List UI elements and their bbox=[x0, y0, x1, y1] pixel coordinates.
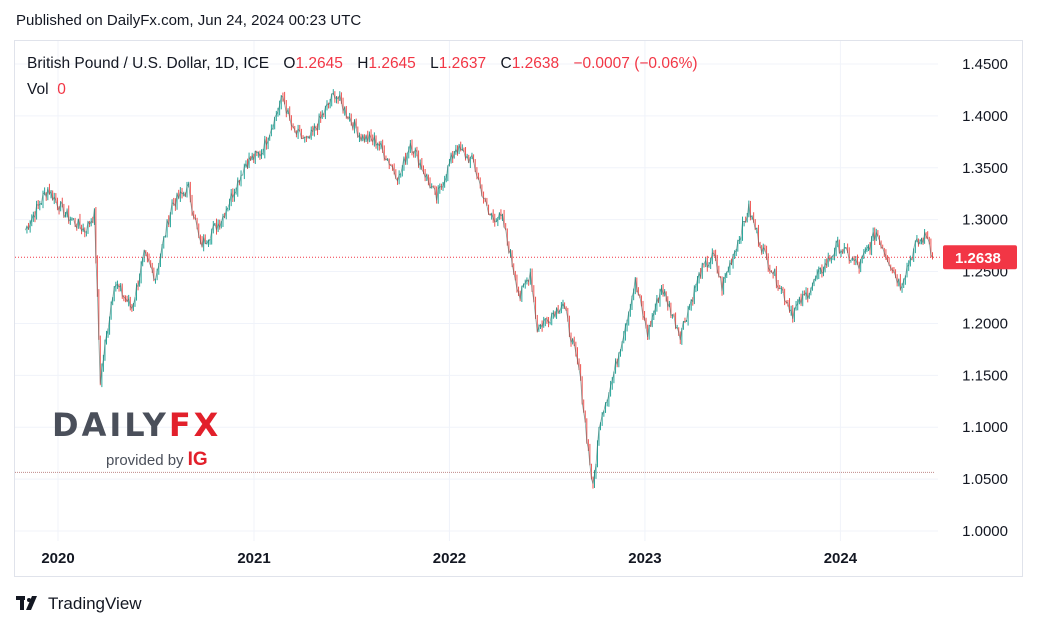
chart-frame bbox=[14, 40, 1023, 577]
low-value: 1.2637 bbox=[438, 55, 487, 72]
price-series-line bbox=[24, 92, 933, 485]
ig-logo: IG bbox=[187, 449, 208, 470]
tradingview-logo-icon bbox=[16, 596, 37, 610]
tradingview-label: TradingView bbox=[48, 594, 142, 613]
y-tick-label: 1.4000 bbox=[962, 108, 1008, 125]
volume-legend: Vol 0 bbox=[27, 81, 66, 99]
x-tick-label: 2024 bbox=[824, 550, 858, 567]
close-label: C bbox=[500, 55, 512, 72]
dailyfx-watermark: DAILYFX provided by IG bbox=[52, 406, 222, 470]
x-tick-label: 2021 bbox=[237, 550, 270, 567]
change-value: −0.0007 (−0.06%) bbox=[573, 55, 698, 72]
published-date: Published on DailyFx.com, Jun 24, 2024 0… bbox=[16, 12, 362, 29]
x-tick-label: 2022 bbox=[433, 550, 466, 567]
y-tick-label: 1.3000 bbox=[962, 212, 1008, 229]
last-price-label: 1.2638 bbox=[955, 250, 1001, 267]
y-tick-label: 1.1000 bbox=[962, 419, 1008, 436]
provided-by-ig: provided by IG bbox=[106, 449, 208, 470]
tradingview-attribution[interactable]: TradingView bbox=[16, 594, 142, 614]
y-tick-label: 1.1500 bbox=[962, 367, 1008, 384]
dailyfx-logo: DAILYFX bbox=[52, 406, 222, 444]
x-tick-label: 2020 bbox=[41, 550, 74, 567]
chart-legend: British Pound / U.S. Dollar, 1D, ICE O1.… bbox=[27, 55, 698, 73]
symbol-name: British Pound / U.S. Dollar, 1D, ICE bbox=[27, 55, 270, 72]
high-label: H bbox=[357, 55, 369, 72]
close-value: 1.2638 bbox=[511, 55, 560, 72]
high-value: 1.2645 bbox=[368, 55, 416, 72]
volume-value: 0 bbox=[57, 81, 66, 98]
open-label: O bbox=[283, 55, 296, 72]
y-tick-label: 1.4500 bbox=[962, 56, 1008, 73]
last-price-badge bbox=[943, 245, 1017, 270]
y-tick-label: 1.0500 bbox=[962, 471, 1008, 488]
volume-label: Vol bbox=[27, 81, 49, 98]
low-label: L bbox=[430, 55, 439, 72]
y-tick-label: 1.0000 bbox=[962, 523, 1008, 540]
open-value: 1.2645 bbox=[295, 55, 343, 72]
y-tick-label: 1.3500 bbox=[962, 160, 1008, 177]
x-tick-label: 2023 bbox=[628, 550, 661, 567]
y-tick-label: 1.2000 bbox=[962, 315, 1008, 332]
